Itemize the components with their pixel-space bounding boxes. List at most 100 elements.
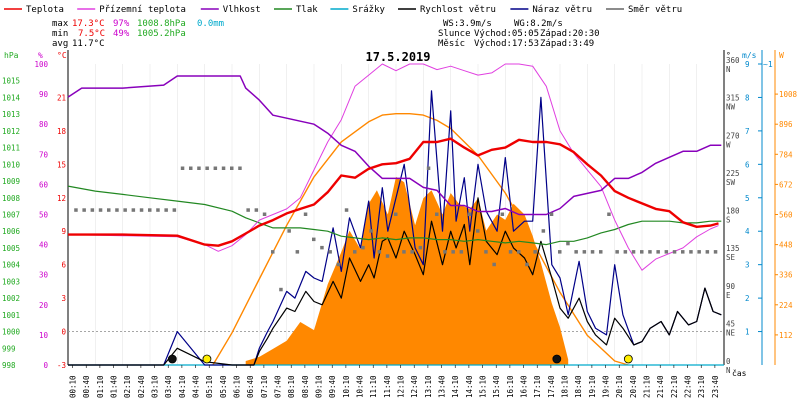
wind-dir-point — [90, 208, 95, 212]
wm-tick: 224 — [779, 301, 793, 310]
stat-min-label: min — [52, 29, 68, 39]
wind-dir-point — [107, 208, 111, 212]
sun-label: Slunce — [438, 29, 471, 39]
wm-tick: 112 — [779, 331, 793, 340]
time-label: 16:40 — [520, 375, 529, 398]
time-label: 02:10 — [123, 375, 132, 398]
wind-dir-point — [385, 254, 390, 258]
wind-dir-point — [312, 237, 316, 242]
pct-tick: 40 — [39, 241, 49, 250]
wind-dir-point — [361, 245, 365, 250]
time-label: 19:10 — [588, 375, 597, 398]
time-label: 19:40 — [602, 375, 611, 398]
wind-dir-point — [410, 250, 414, 254]
wm-tick: 1008 — [779, 90, 798, 99]
wind-dir-point — [656, 250, 660, 254]
time-label: 00:10 — [69, 375, 78, 398]
time-label: 00:40 — [82, 375, 91, 398]
wm-tick: 336 — [779, 271, 793, 280]
legend: Teplota Přízemní teplota Vlhkost Tlak Srážky… — [4, 5, 682, 15]
wind-dir-point — [689, 250, 693, 254]
time-label: 11:40 — [383, 375, 392, 398]
wind-dir-point — [467, 212, 472, 216]
series-line-slune-n-z-en- — [212, 113, 629, 366]
stat-min-temp: 7.5°C — [78, 29, 105, 39]
moonrise-marker — [552, 354, 562, 364]
hpa-tick: 1007 — [2, 211, 20, 220]
legend-label: Tlak — [296, 5, 318, 15]
series-line-rychlost-v-tru — [68, 197, 722, 366]
radiation-area — [245, 176, 569, 365]
ms-tick: 9 — [745, 60, 750, 69]
wind-dir-point — [74, 208, 78, 212]
time-label: 21:40 — [656, 375, 665, 398]
wind-dir-point — [623, 250, 628, 254]
time-label: 07:40 — [274, 375, 283, 398]
time-label: 03:40 — [164, 375, 173, 398]
wind-dir-point — [139, 208, 144, 212]
time-label: 16:10 — [506, 375, 515, 398]
hpa-tick: 1000 — [2, 328, 21, 337]
pct-tick: 10 — [39, 331, 49, 340]
hpa-tick: 1011 — [2, 144, 20, 153]
time-label: 04:10 — [178, 375, 187, 398]
wind-dir-point — [664, 250, 669, 254]
pct-tick: 0 — [43, 361, 48, 370]
time-label: 18:40 — [574, 375, 583, 398]
time-label: 03:10 — [151, 375, 160, 398]
wind-dir-point — [525, 262, 529, 267]
time-label: 01:40 — [110, 375, 119, 398]
wind-dir-point — [115, 208, 119, 212]
time-label: 14:40 — [465, 375, 474, 398]
pct-unit: % — [38, 51, 43, 60]
wind-dir-point — [476, 229, 480, 233]
wind-dir-point — [631, 250, 636, 254]
deg-tick: 90 — [726, 282, 736, 291]
wind-dir-point — [443, 250, 447, 254]
hpa-tick: 1014 — [2, 93, 21, 102]
legend-label: Směr větru — [628, 5, 682, 15]
deg-tick: 315 — [726, 94, 740, 103]
time-label: 08:40 — [301, 375, 310, 398]
hpa-tick: 1012 — [2, 127, 20, 136]
hpa-tick: 1005 — [2, 244, 20, 253]
pct-tick: 90 — [39, 90, 49, 99]
wind-dir-point — [279, 287, 283, 292]
wind-dir-point — [681, 250, 685, 254]
time-label: 09:40 — [328, 375, 337, 398]
wind-dir-point — [435, 212, 439, 216]
hpa-tick: 1003 — [2, 277, 20, 286]
wind-dir-point — [418, 245, 423, 250]
wind-dir-point — [213, 166, 218, 170]
wind-dir-point — [246, 208, 250, 212]
wind-dir-point — [221, 166, 226, 170]
wind-dir-point — [344, 208, 349, 212]
time-label: 11:10 — [369, 375, 378, 398]
time-label: 07:10 — [260, 375, 269, 398]
time-label: 13:10 — [424, 375, 433, 398]
pct-tick: 70 — [39, 150, 49, 159]
c-tick: 12 — [57, 194, 66, 203]
moonrise-info: Východ:17:53 — [474, 39, 539, 49]
wind-dir-point — [156, 208, 160, 212]
time-label: 17:40 — [547, 375, 556, 398]
wind-dir-point — [574, 250, 578, 254]
moon-label: Měsíc — [438, 39, 465, 49]
stat-max-label: max — [52, 19, 69, 29]
stat-max-rain: 0.0mm — [197, 19, 224, 29]
time-label: 02:40 — [137, 375, 146, 398]
hpa-tick: 999 — [2, 344, 16, 353]
time-label: 12:40 — [410, 375, 419, 398]
ms-top-tick: ~1 — [763, 60, 773, 69]
wind-dir-point — [451, 250, 455, 254]
pct-tick: 100 — [34, 60, 48, 69]
wm-tick: 896 — [779, 120, 793, 129]
wind-gust-info: WG:8.2m/s — [514, 19, 563, 29]
wind-dir-point — [492, 262, 496, 267]
wind-dir-point — [426, 166, 431, 170]
wind-dir-point — [500, 212, 505, 216]
moonset-marker — [167, 354, 177, 364]
dir-tick: S — [726, 216, 731, 225]
wind-dir-point — [287, 229, 291, 233]
